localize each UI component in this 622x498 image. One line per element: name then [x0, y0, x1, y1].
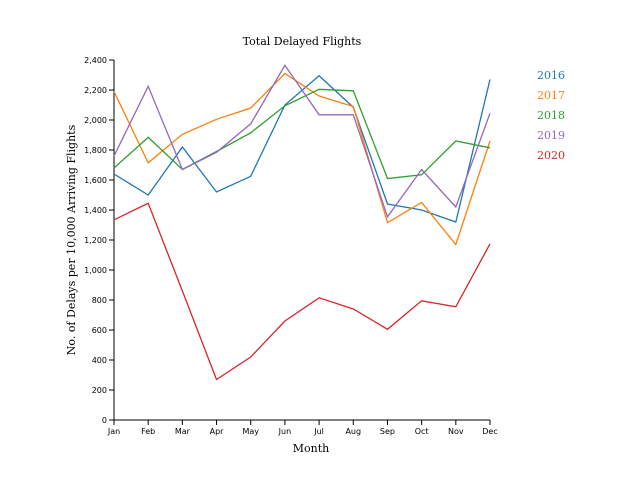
chart-title: Total Delayed Flights: [243, 35, 362, 48]
series-line-2018: [113, 88, 491, 180]
y-tick-label: 800: [92, 296, 107, 305]
y-tick-label: 600: [92, 326, 107, 335]
x-tick-label: Nov: [448, 427, 464, 436]
legend-item-2018: 2018: [537, 109, 565, 122]
y-axis-label: No. of Delays per 10,000 Arriving Flight…: [65, 124, 78, 355]
x-tick-label: Dec: [482, 427, 497, 436]
y-tick-label: 1,000: [84, 266, 107, 275]
y-tick-label: 1,400: [84, 206, 107, 215]
x-tick-label: May: [242, 427, 259, 436]
y-tick-label: 0: [102, 416, 107, 425]
y-tick-label: 1,200: [84, 236, 107, 245]
series-line-2019: [113, 64, 491, 219]
y-tick-label: 200: [92, 386, 107, 395]
series-line-2017: [113, 72, 491, 246]
series-line-2020: [113, 202, 491, 381]
legend-item-2019: 2019: [537, 129, 565, 142]
y-tick-label: 1,600: [84, 176, 107, 185]
legend-item-2020: 2020: [537, 149, 565, 162]
x-tick-label: Aug: [345, 427, 361, 436]
x-tick-label: Mar: [175, 427, 191, 436]
x-axis-label: Month: [293, 442, 329, 455]
y-tick-label: 2,200: [84, 86, 107, 95]
x-tick-label: Apr: [210, 427, 225, 436]
x-tick-label: Jun: [278, 427, 292, 436]
axes: 0 200 400 600 800 1,000 1,200 1,400 1,600 1,800 2,…: [84, 56, 498, 436]
x-tick-label: Jan: [107, 427, 120, 436]
x-tick-label: Oct: [415, 427, 429, 436]
series-lines: [113, 64, 491, 381]
y-tick-label: 400: [92, 356, 107, 365]
y-tick-label: 2,000: [84, 116, 107, 125]
x-tick-label: Sep: [380, 427, 395, 436]
y-tick-label: 1,800: [84, 146, 107, 155]
x-tick-label: Jul: [313, 427, 324, 436]
legend-item-2016: 2016: [537, 69, 565, 82]
x-tick-label: Feb: [141, 427, 155, 436]
legend-item-2017: 2017: [537, 89, 565, 102]
y-tick-label: 2,400: [84, 56, 107, 65]
legend: 2016 2017 2018 2019 2020: [537, 69, 565, 162]
